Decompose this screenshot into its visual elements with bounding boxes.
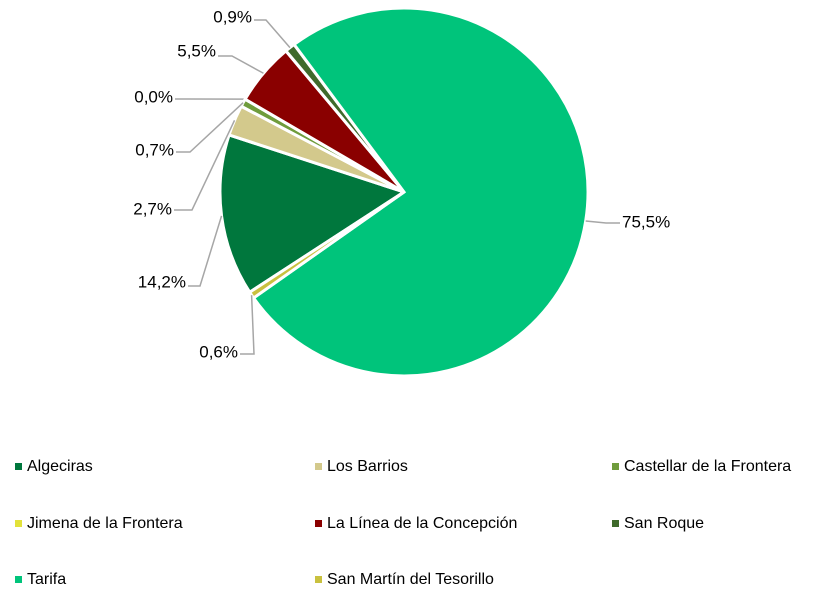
legend-label: La Línea de la Concepción bbox=[327, 515, 517, 532]
data-label: 5,5% bbox=[177, 41, 216, 60]
data-label: 0,9% bbox=[213, 7, 252, 26]
legend-swatch bbox=[15, 576, 22, 583]
legend-label: Castellar de la Frontera bbox=[624, 458, 791, 475]
legend-label: San Roque bbox=[624, 515, 704, 532]
legend-swatch bbox=[315, 520, 322, 527]
data-label: 0,0% bbox=[134, 87, 173, 106]
legend-swatch bbox=[315, 463, 322, 470]
data-label: 14,2% bbox=[138, 272, 186, 291]
data-label: 2,7% bbox=[133, 199, 172, 218]
legend-swatch bbox=[15, 520, 22, 527]
legend-label: Jimena de la Frontera bbox=[27, 515, 183, 532]
data-label: 75,5% bbox=[622, 212, 670, 231]
legend-swatch bbox=[315, 576, 322, 583]
legend-swatch bbox=[15, 463, 22, 470]
leader-line bbox=[254, 20, 290, 48]
legend-label: Tarifa bbox=[27, 571, 66, 588]
leader-line bbox=[218, 56, 263, 73]
legend-swatch bbox=[612, 463, 619, 470]
leader-line bbox=[240, 295, 254, 354]
leader-line bbox=[188, 216, 222, 286]
legend-swatch bbox=[612, 520, 619, 527]
data-label: 0,7% bbox=[135, 140, 174, 159]
legend-label: Algeciras bbox=[27, 458, 93, 475]
legend-label: Los Barrios bbox=[327, 458, 408, 475]
legend-label: San Martín del Tesorillo bbox=[327, 571, 494, 588]
data-label: 0,6% bbox=[199, 342, 238, 361]
leader-line bbox=[586, 221, 620, 223]
